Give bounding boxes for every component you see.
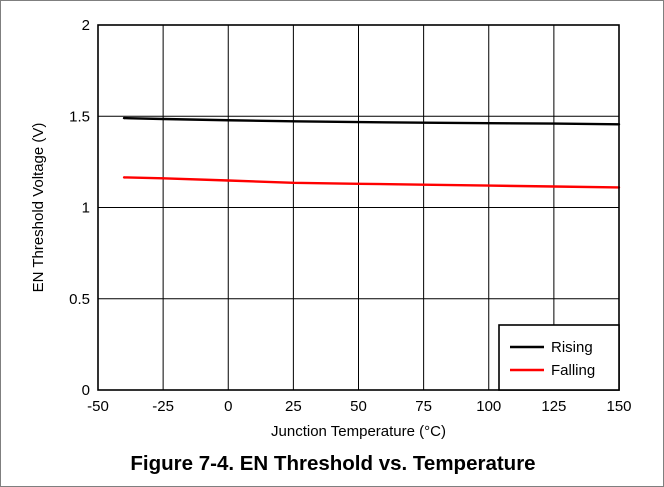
- x-axis-label: Junction Temperature (°C): [271, 423, 446, 440]
- data-point-falling: [227, 179, 230, 182]
- data-point-falling: [161, 177, 165, 180]
- x-tick-label: -25: [152, 398, 174, 415]
- legend-label-rising: Rising: [551, 339, 593, 356]
- legend-label-falling: Falling: [551, 362, 595, 379]
- y-tick-label: 1: [82, 200, 90, 217]
- series-line-rising: [124, 116, 620, 126]
- figure-caption: Figure 7-4. EN Threshold vs. Temperature: [130, 452, 536, 475]
- y-axis-label: EN Threshold Voltage (V): [30, 123, 47, 293]
- x-tick-label: 0: [224, 398, 232, 415]
- line-chart: -50 -25 0 25 50 75 100 125 150 0 0.5 1 1.5 2 Junctio…: [30, 17, 632, 440]
- x-tick-label: -50: [87, 398, 109, 415]
- data-point-falling: [357, 182, 360, 185]
- data-point-falling: [422, 183, 425, 186]
- data-point-rising: [422, 121, 425, 124]
- plot-area-border: [97, 24, 620, 391]
- data-point-falling: [122, 176, 126, 179]
- y-tick-label: 0: [82, 382, 90, 399]
- x-tick-label: 150: [606, 398, 631, 415]
- y-tick-label: 0.5: [69, 291, 90, 308]
- legend: Rising Falling: [498, 324, 620, 391]
- data-point-rising: [122, 116, 126, 120]
- data-point-falling: [292, 181, 295, 185]
- x-tick-label: 25: [285, 398, 302, 415]
- x-tick-label: 50: [350, 398, 367, 415]
- data-point-rising: [161, 117, 165, 121]
- data-point-rising: [357, 120, 360, 124]
- x-tick-label: 100: [476, 398, 501, 415]
- legend-box: [498, 324, 620, 391]
- x-tick-label: 75: [415, 398, 432, 415]
- series-line-falling: [124, 176, 620, 189]
- y-tick-label: 2: [82, 17, 90, 34]
- data-point-falling: [487, 184, 490, 187]
- data-point-rising: [227, 119, 230, 122]
- y-tick-labels: 0 0.5 1 1.5 2: [69, 17, 90, 399]
- x-tick-labels: -50 -25 0 25 50 75 100 125 150: [87, 398, 631, 415]
- y-tick-label: 1.5: [69, 108, 90, 125]
- x-tick-label: 125: [541, 398, 566, 415]
- data-point-rising: [487, 121, 490, 125]
- data-point-rising: [292, 120, 295, 123]
- series-layer: [122, 116, 621, 189]
- data-point-rising: [552, 122, 556, 125]
- data-point-falling: [552, 185, 556, 188]
